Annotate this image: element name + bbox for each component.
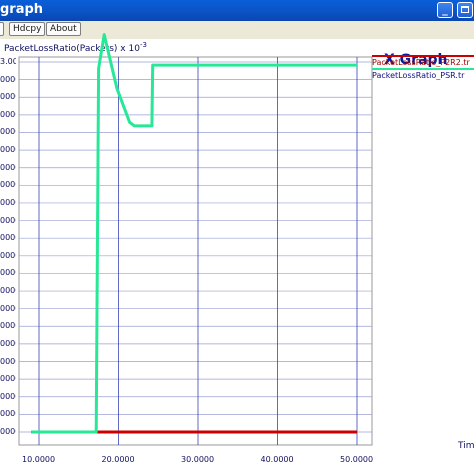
minimize-icon: _ xyxy=(442,3,448,16)
legend-entry: PacketLossRatio_PSR.tr xyxy=(372,68,474,80)
y-tick-label: 0000 xyxy=(0,197,16,207)
x-tick-label: 20.0000 xyxy=(101,455,135,464)
x-axis-label: Time xyxy=(458,441,474,451)
y-tick-label: 0000 xyxy=(0,92,16,102)
y-tick-label: 0000 xyxy=(0,180,16,190)
hdcpy-button[interactable]: Hdcpy xyxy=(9,22,46,36)
title-bar: graph _ xyxy=(0,0,474,21)
x-tick-label: 50.0000 xyxy=(340,455,374,464)
y-tick-label: 0000 xyxy=(0,374,16,384)
series-line-1 xyxy=(31,33,357,434)
y-tick-label: 0000 xyxy=(0,286,16,296)
y-axis-label: PacketLossRatio(Packets) x 10-3 xyxy=(4,41,147,54)
graph-header xyxy=(0,39,474,57)
y-tick-label: 0000 xyxy=(0,215,16,225)
y-tick-label: 0000 xyxy=(0,303,16,313)
y-tick-label: 0000 xyxy=(0,145,16,155)
y-tick-label: 0000 xyxy=(0,391,16,401)
toolbar: Hdcpy About xyxy=(0,21,474,39)
y-tick-label: 0000 xyxy=(0,109,16,119)
y-tick-label: 3.0000 xyxy=(0,57,16,66)
data-series xyxy=(31,33,357,434)
minimize-button[interactable]: _ xyxy=(437,2,453,18)
y-tick-label: 0000 xyxy=(0,338,16,348)
maximize-button[interactable] xyxy=(457,2,473,18)
x-tick-label: 40.0000 xyxy=(260,455,294,464)
y-tick-label: 0000 xyxy=(0,74,16,84)
y-tick-label: 0000 xyxy=(0,409,16,419)
maximize-icon xyxy=(461,6,469,13)
close-graph-button[interactable] xyxy=(0,22,4,36)
window-title: graph xyxy=(0,2,44,17)
vertical-gridlines xyxy=(38,57,358,445)
y-tick-label: 0000 xyxy=(0,233,16,243)
x-tick-label: 10.0000 xyxy=(22,455,56,464)
y-tick-label: 0000 xyxy=(0,250,16,260)
y-tick-label: 0000 xyxy=(0,268,16,278)
legend-entry: PacketLossRatio_P2R2.tr xyxy=(372,55,474,67)
y-tick-label: 0000 xyxy=(0,356,16,366)
y-tick-label: 0000 xyxy=(0,427,16,436)
y-tick-label: 0000 xyxy=(0,127,16,137)
plot-frame xyxy=(18,56,373,446)
x-tick-label: 30.0000 xyxy=(181,455,215,464)
about-button[interactable]: About xyxy=(46,22,81,36)
y-tick-label: 0000 xyxy=(0,162,16,172)
y-tick-label: 0000 xyxy=(0,321,16,331)
